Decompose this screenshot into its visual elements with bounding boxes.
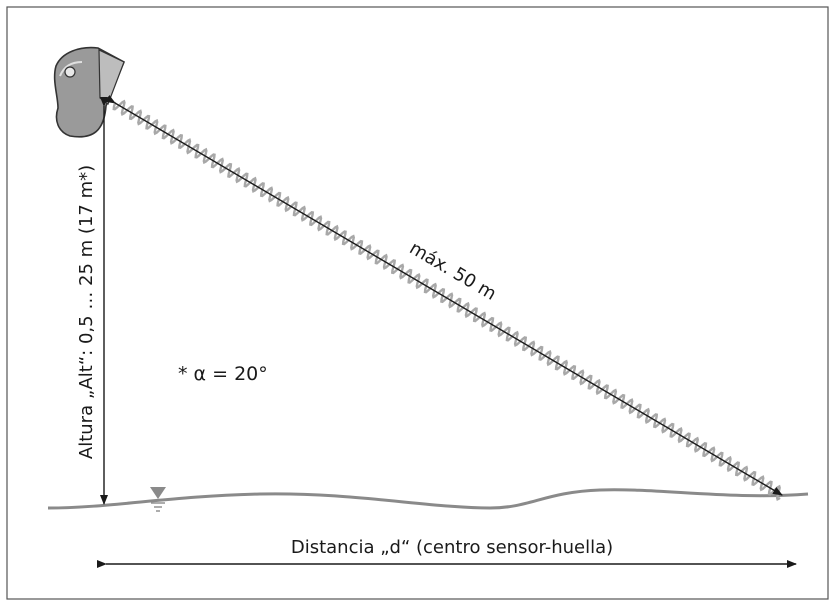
height-label: Altura „Alt“: 0,5 … 25 m (17 m*) <box>76 165 97 459</box>
distance-label: Distancia „d“ (centro sensor-huella) <box>291 537 613 558</box>
footnote-label: * α = 20° <box>178 363 268 385</box>
radar-sensor-icon <box>53 46 126 138</box>
slant-range-arrow <box>105 94 783 496</box>
diagram-frame <box>6 6 829 600</box>
